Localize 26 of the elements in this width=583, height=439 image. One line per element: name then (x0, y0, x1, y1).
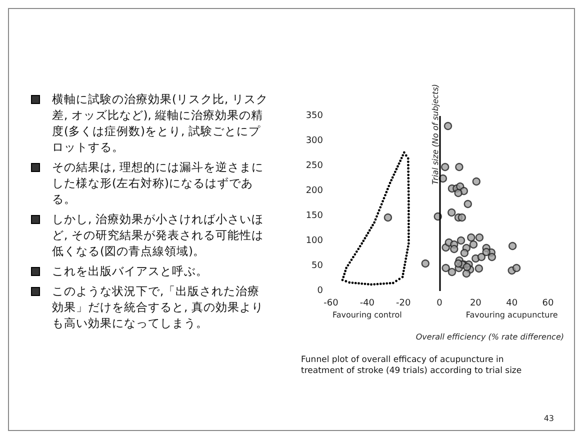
text: このような状況下で,「出版された治療効果」だけを統合すると, 真の効果よりも高い効果になってしまう。 (52, 283, 264, 331)
text: Funnel plot of overall efficacy of acupuncture in treatment of stroke (49 trials) according to trial size (301, 355, 523, 377)
x-tick-label: 60 (542, 298, 554, 308)
text: これを出版バイアスと呼ぶ。 (52, 263, 208, 279)
text: Favouring control (332, 310, 402, 320)
y-axis-title: Trial size (No of subjects) (431, 84, 440, 185)
text: Favouring acupuncture (466, 310, 558, 320)
y-tick-label: 300 (306, 136, 324, 146)
y-tick-label: 150 (306, 211, 324, 221)
x-tick-label: -60 (324, 298, 339, 308)
x-tick-label: -20 (396, 298, 411, 308)
text: 43 (544, 414, 554, 423)
text: 横軸に試験の治療効果(リスク比, リスク差, オッズ比など), 縦軸に治療効果の精度(多くは症例数)をとり, 試験ごとにプロットする。 (52, 91, 269, 155)
text: しかし, 治療効果が小さければ小さいほど, その研究結果が発表される可能性は低くなる(図の青点線領域)。 (52, 211, 264, 259)
y-tick-label: 0 (317, 286, 324, 296)
text: その結果は, 理想的には漏斗を逆さまにした様な形(左右対称)になるはずである。 (52, 159, 264, 207)
y-tick-label: 350 (306, 111, 324, 121)
y-tick-label: 200 (306, 186, 324, 196)
x-tick-label: -40 (360, 298, 375, 308)
x-tick-label: 0 (436, 298, 443, 308)
y-tick-label: 100 (306, 236, 324, 246)
x-tick-label: 20 (470, 298, 482, 308)
y-tick-label: 50 (312, 261, 324, 271)
x-tick-label: 40 (506, 298, 518, 308)
x-axis-title: Overall efficiency (% rate difference) (416, 332, 564, 342)
y-tick-label: 250 (306, 161, 324, 171)
